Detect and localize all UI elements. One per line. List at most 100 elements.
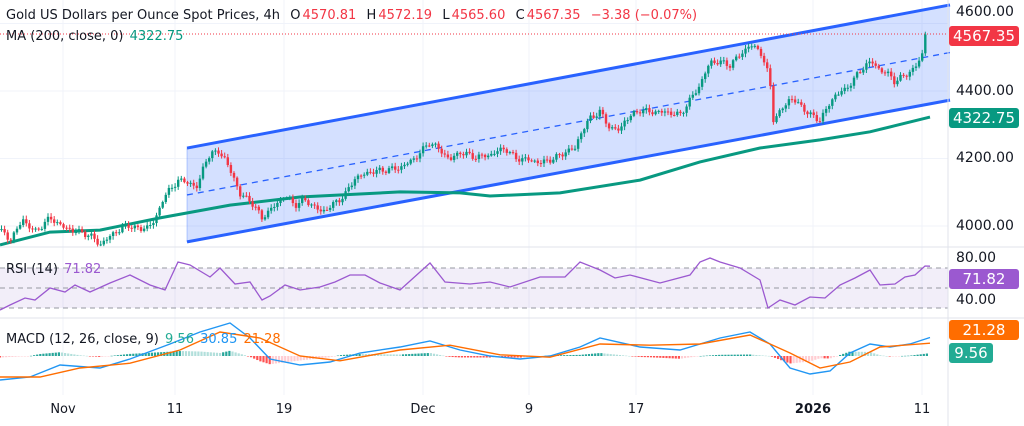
candle-body	[666, 111, 670, 113]
candle-body	[25, 219, 28, 224]
candle-body	[527, 157, 530, 161]
macd-histogram-bar	[95, 356, 98, 357]
candle-body	[648, 108, 651, 113]
candle-body	[645, 108, 648, 111]
candle-body	[570, 148, 574, 150]
candle-body	[700, 79, 704, 87]
macd-histogram-bar	[467, 356, 470, 358]
candle-body	[688, 97, 691, 107]
macd-histogram-bar	[14, 356, 17, 357]
candle-body	[313, 204, 316, 206]
candle-body	[56, 222, 59, 224]
macd-histogram-bar	[318, 356, 321, 359]
candle-body	[375, 170, 378, 174]
macd-histogram-bar	[67, 353, 70, 356]
candle-body	[186, 182, 189, 184]
macd-histogram-bar	[653, 356, 656, 358]
macd-histogram-bar	[76, 354, 79, 356]
macd-histogram-bar	[64, 353, 67, 356]
parallel-channel[interactable]	[186, 3, 951, 244]
candle-body	[911, 67, 915, 72]
macd-histogram-bar	[113, 355, 116, 356]
macd-histogram-bar	[634, 356, 637, 357]
symbol-title[interactable]: Gold US Dollars per Ounce Spot Prices, 4…	[6, 8, 280, 23]
candle-body	[530, 160, 533, 162]
candle-body	[459, 152, 462, 155]
macd-histogram-bar	[147, 352, 150, 356]
macd-histogram-bar	[42, 353, 45, 356]
macd-histogram-bar	[33, 355, 36, 356]
macd-histogram-bar	[649, 356, 653, 358]
candle-body	[502, 147, 505, 150]
macd-histogram-bar	[175, 351, 178, 356]
candle-body	[248, 195, 251, 202]
macd-histogram-bar	[736, 354, 739, 356]
candle-body	[567, 148, 570, 153]
macd-histogram-bar	[470, 356, 473, 358]
macd-histogram-bar	[305, 356, 308, 360]
macd-legend[interactable]: MACD (12, 26, close, 9) 9.56 30.85 21.28	[6, 332, 283, 347]
macd-histogram-bar	[20, 356, 23, 357]
macd-histogram-bar	[876, 354, 879, 356]
candle-body	[908, 71, 911, 77]
candle-body	[68, 227, 71, 229]
macd-histogram-bar	[783, 356, 786, 362]
candle-body	[617, 128, 620, 131]
macd-histogram-bar	[798, 356, 801, 363]
candle-body	[394, 166, 397, 170]
candle-body	[139, 227, 143, 231]
rsi-legend[interactable]: RSI (14) 71.82	[6, 262, 103, 277]
macd-histogram-bar	[256, 356, 259, 361]
ma-label: MA (200, close, 0)	[6, 29, 124, 44]
candle-body	[440, 148, 443, 154]
candle-body	[239, 186, 242, 197]
candle-body	[905, 75, 908, 77]
macd-histogram-bar	[826, 356, 829, 359]
macd-histogram-bar	[408, 354, 411, 356]
candle-body	[914, 66, 918, 68]
macd-histogram-bar	[253, 356, 256, 359]
candle-body	[462, 154, 465, 156]
candle-body	[682, 112, 685, 114]
macd-signal-line	[0, 331, 931, 378]
candle-body	[108, 236, 112, 240]
candle-body	[499, 147, 502, 152]
macd-histogram-bar	[54, 352, 57, 356]
candle-body	[697, 86, 701, 94]
macd-histogram-bar	[488, 356, 491, 358]
candle-body	[43, 221, 47, 229]
macd-histogram-bar	[522, 356, 525, 358]
candle-body	[456, 152, 459, 156]
macd-histogram-bar	[832, 356, 835, 358]
macd-histogram-bar	[789, 356, 792, 364]
macd-histogram-bar	[817, 356, 820, 359]
candle-body	[521, 158, 524, 162]
macd-histogram-bar	[240, 354, 243, 356]
macd-histogram-bar	[752, 354, 755, 356]
candle-body	[465, 151, 468, 156]
macd-line	[0, 322, 931, 381]
macd-histogram-bar	[504, 356, 507, 358]
macd-histogram-bar	[57, 352, 60, 356]
ma-legend[interactable]: MA (200, close, 0) 4322.75	[6, 29, 185, 44]
macd-histogram-bar	[445, 356, 448, 357]
macd-histogram-bar	[835, 356, 839, 357]
candle-body	[310, 204, 313, 206]
macd-histogram-bar	[507, 356, 510, 358]
macd-histogram-bar	[699, 355, 702, 357]
candle-body	[480, 154, 484, 156]
candle-body	[77, 229, 81, 233]
macd-histogram-bar	[439, 354, 442, 356]
candle-body	[558, 154, 561, 156]
low-value: 4565.60	[451, 8, 506, 23]
candle-body	[198, 178, 202, 189]
macd-histogram-bar	[631, 356, 634, 357]
candle-body	[12, 232, 16, 241]
macd-pane	[0, 322, 931, 381]
macd-histogram-bar	[622, 355, 625, 356]
candle-body	[576, 139, 580, 149]
macd-histogram-bar	[91, 356, 95, 357]
candle-body	[273, 206, 276, 208]
macd-histogram-bar	[383, 354, 386, 356]
